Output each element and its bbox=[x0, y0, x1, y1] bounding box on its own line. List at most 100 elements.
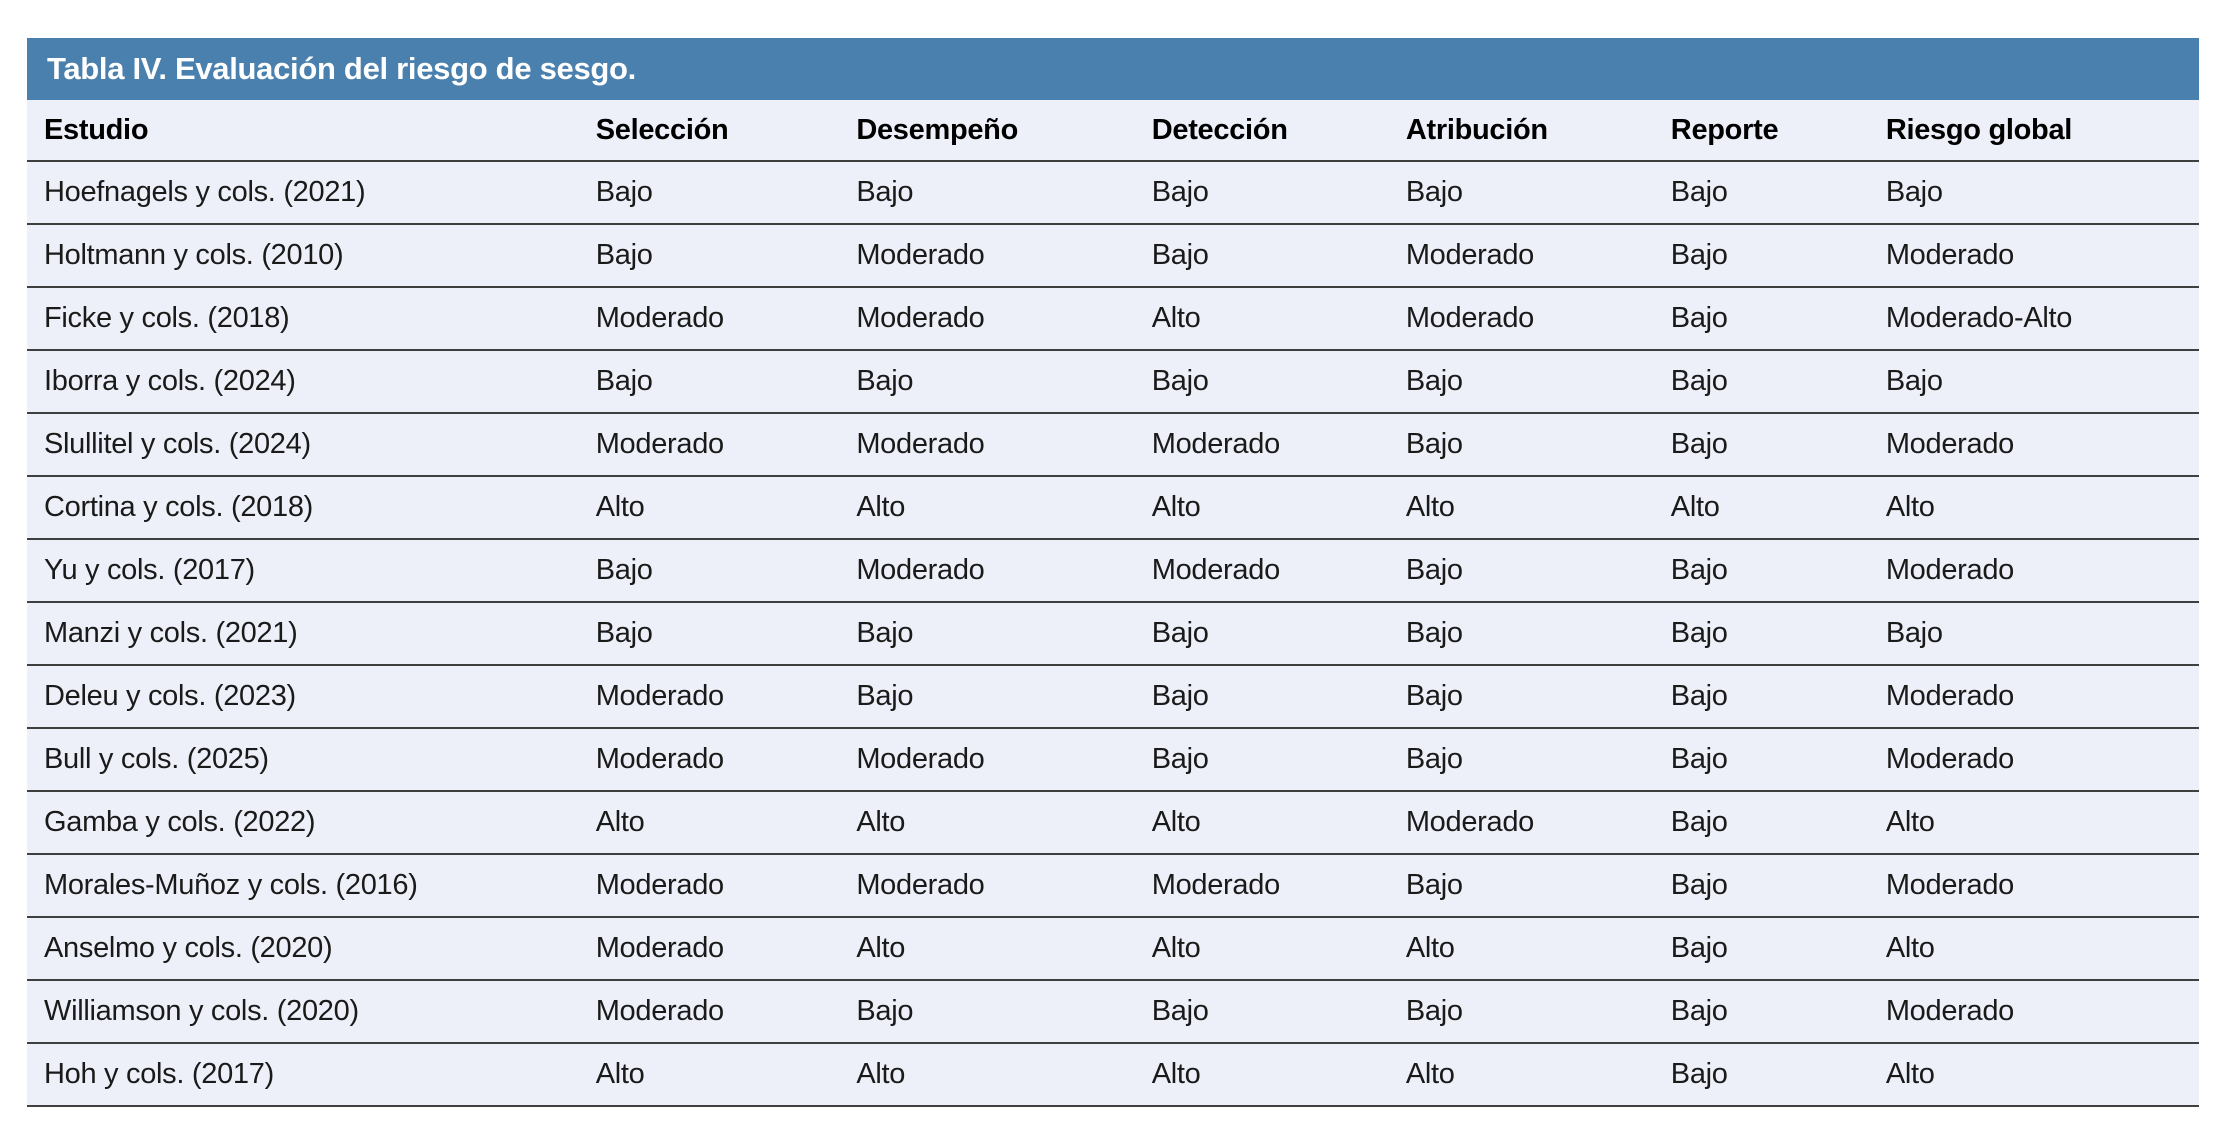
rating-cell: Bajo bbox=[1388, 539, 1654, 603]
rating-cell: Bajo bbox=[1388, 728, 1654, 792]
study-cell: Manzi y cols. (2021) bbox=[27, 602, 579, 666]
rating-cell: Moderado bbox=[1868, 728, 2199, 792]
rating-cell: Alto bbox=[1134, 917, 1389, 981]
table-row: Hoh y cols. (2017) Alto Alto Alto Alto Bajo Al… bbox=[27, 1043, 2199, 1107]
table-row: Slullitel y cols. (2024) Moderado Moderado… bbox=[27, 413, 2199, 477]
rating-cell: Moderado bbox=[1388, 224, 1654, 288]
rating-cell: Moderado bbox=[1134, 413, 1389, 477]
rating-cell: Moderado bbox=[1868, 413, 2199, 477]
table-row: Deleu y cols. (2023) Moderado Bajo Bajo Bajo… bbox=[27, 665, 2199, 729]
study-cell: Deleu y cols. (2023) bbox=[27, 665, 579, 729]
rating-cell: Bajo bbox=[1134, 224, 1389, 288]
study-cell: Williamson y cols. (2020) bbox=[27, 980, 579, 1044]
study-cell: Slullitel y cols. (2024) bbox=[27, 413, 579, 477]
table-row: Holtmann y cols. (2010) Bajo Moderado Bajo M… bbox=[27, 224, 2199, 288]
study-cell: Hoh y cols. (2017) bbox=[27, 1043, 579, 1107]
study-cell: Holtmann y cols. (2010) bbox=[27, 224, 579, 288]
rating-cell: Bajo bbox=[1653, 791, 1869, 855]
rating-cell: Bajo bbox=[1653, 350, 1869, 414]
rating-cell: Moderado bbox=[578, 728, 840, 792]
rating-cell: Moderado bbox=[839, 224, 1135, 288]
rating-cell: Alto bbox=[1134, 791, 1389, 855]
rating-cell: Bajo bbox=[1134, 665, 1389, 729]
rating-cell: Alto bbox=[1388, 917, 1654, 981]
rating-cell: Alto bbox=[1868, 917, 2199, 981]
rating-cell: Bajo bbox=[578, 224, 840, 288]
study-cell: Cortina y cols. (2018) bbox=[27, 476, 579, 540]
rating-cell: Moderado bbox=[839, 287, 1135, 351]
rating-cell: Alto bbox=[1134, 476, 1389, 540]
rating-cell: Moderado bbox=[578, 854, 840, 918]
column-header-atribuci-n: Atribución bbox=[1388, 100, 1654, 162]
study-cell: Iborra y cols. (2024) bbox=[27, 350, 579, 414]
rating-cell: Moderado bbox=[1868, 854, 2199, 918]
rating-cell: Bajo bbox=[839, 980, 1135, 1044]
rating-cell: Alto bbox=[839, 476, 1135, 540]
column-header-desempe-o: Desempeño bbox=[839, 100, 1135, 162]
study-cell: Hoefnagels y cols. (2021) bbox=[27, 161, 579, 225]
rating-cell: Bajo bbox=[1868, 350, 2199, 414]
rating-cell: Alto bbox=[839, 791, 1135, 855]
table-row: Cortina y cols. (2018) Alto Alto Alto Alto Al… bbox=[27, 476, 2199, 540]
rating-cell: Moderado bbox=[1868, 980, 2199, 1044]
column-header-reporte: Reporte bbox=[1653, 100, 1869, 162]
rating-cell: Bajo bbox=[1653, 854, 1869, 918]
rating-cell: Bajo bbox=[1388, 350, 1654, 414]
study-cell: Ficke y cols. (2018) bbox=[27, 287, 579, 351]
rating-cell: Moderado bbox=[578, 287, 840, 351]
rating-cell: Alto bbox=[839, 917, 1135, 981]
rating-cell: Bajo bbox=[1653, 287, 1869, 351]
rating-cell: Bajo bbox=[839, 602, 1135, 666]
rating-cell: Moderado bbox=[1134, 854, 1389, 918]
rating-cell: Bajo bbox=[1653, 728, 1869, 792]
rating-cell: Moderado bbox=[1134, 539, 1389, 603]
rating-cell: Alto bbox=[1388, 476, 1654, 540]
rating-cell: Alto bbox=[578, 791, 840, 855]
rating-cell: Bajo bbox=[1134, 980, 1389, 1044]
rating-cell: Alto bbox=[1134, 287, 1389, 351]
study-cell: Bull y cols. (2025) bbox=[27, 728, 579, 792]
rating-cell: Alto bbox=[1388, 1043, 1654, 1107]
rating-cell: Moderado bbox=[1388, 287, 1654, 351]
rating-cell: Bajo bbox=[1388, 413, 1654, 477]
rating-cell: Bajo bbox=[578, 350, 840, 414]
study-cell: Morales-Muñoz y cols. (2016) bbox=[27, 854, 579, 918]
table-row: Ficke y cols. (2018) Moderado Moderado Alto… bbox=[27, 287, 2199, 351]
rating-cell: Moderado bbox=[839, 539, 1135, 603]
column-header-estudio: Estudio bbox=[27, 100, 579, 162]
rating-cell: Moderado bbox=[1388, 791, 1654, 855]
table-row: Hoefnagels y cols. (2021) Bajo Bajo Bajo Baj… bbox=[27, 161, 2199, 225]
rating-cell: Bajo bbox=[1653, 224, 1869, 288]
rating-cell: Bajo bbox=[1388, 980, 1654, 1044]
rating-cell: Moderado bbox=[1868, 539, 2199, 603]
rating-cell: Bajo bbox=[1868, 161, 2199, 225]
table-row: Iborra y cols. (2024) Bajo Bajo Bajo Bajo Baj… bbox=[27, 350, 2199, 414]
rating-cell: Bajo bbox=[1653, 917, 1869, 981]
rating-cell: Alto bbox=[1134, 1043, 1389, 1107]
rating-cell: Alto bbox=[578, 476, 840, 540]
rating-cell: Moderado bbox=[578, 917, 840, 981]
table-row: Anselmo y cols. (2020) Moderado Alto Alto Al… bbox=[27, 917, 2199, 981]
rating-cell: Bajo bbox=[839, 665, 1135, 729]
rating-cell: Bajo bbox=[1388, 602, 1654, 666]
rating-cell: Moderado bbox=[839, 413, 1135, 477]
rating-cell: Moderado bbox=[578, 413, 840, 477]
rating-cell: Bajo bbox=[1388, 665, 1654, 729]
rating-cell: Bajo bbox=[1653, 413, 1869, 477]
table-row: Yu y cols. (2017) Bajo Moderado Moderado Baj… bbox=[27, 539, 2199, 603]
rating-cell: Bajo bbox=[1388, 854, 1654, 918]
table-header-row: Estudio Selección Desempeño Detección Atribu… bbox=[27, 100, 2199, 162]
rating-cell: Bajo bbox=[1134, 602, 1389, 666]
rating-cell: Bajo bbox=[1653, 161, 1869, 225]
rating-cell: Bajo bbox=[578, 539, 840, 603]
column-header-detecci-n: Detección bbox=[1134, 100, 1389, 162]
column-header-riesgo-global: Riesgo global bbox=[1868, 100, 2199, 162]
rating-cell: Moderado bbox=[1868, 665, 2199, 729]
rating-cell: Bajo bbox=[1653, 665, 1869, 729]
rating-cell: Bajo bbox=[1388, 161, 1654, 225]
table-row: Manzi y cols. (2021) Bajo Bajo Bajo Bajo Bajo… bbox=[27, 602, 2199, 666]
risk-of-bias-table: Tabla IV. Evaluación del riesgo de sesgo… bbox=[27, 38, 2199, 1107]
rating-cell: Bajo bbox=[839, 350, 1135, 414]
bias-assessment-table: Estudio Selección Desempeño Detección Atribu… bbox=[27, 100, 2199, 1107]
table-row: Gamba y cols. (2022) Alto Alto Alto Moderado… bbox=[27, 791, 2199, 855]
